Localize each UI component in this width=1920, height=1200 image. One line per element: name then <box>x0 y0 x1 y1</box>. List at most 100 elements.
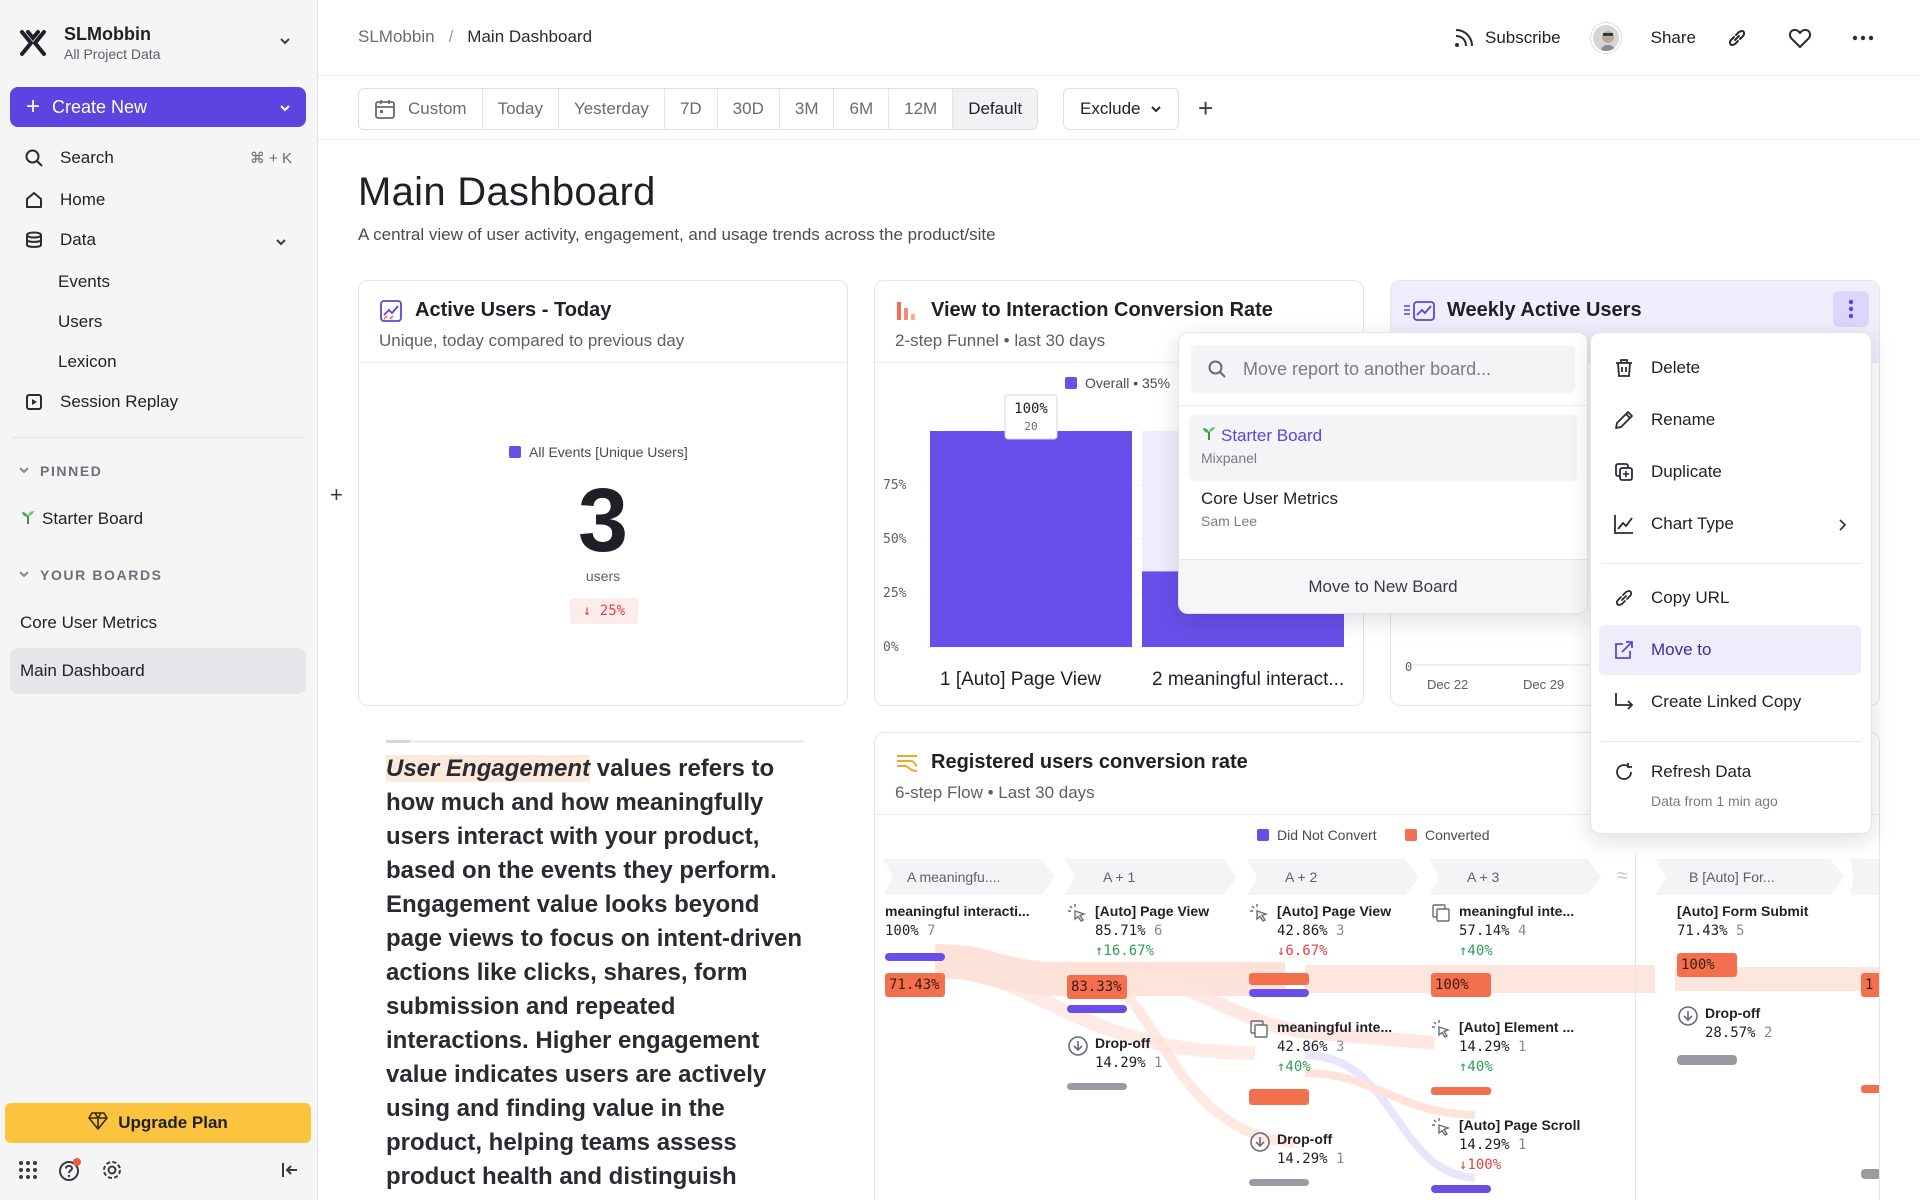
flow-node-dropoff[interactable]: Drop-off 28.57% 2 <box>1677 1003 1772 1043</box>
breadcrumb-workspace[interactable]: SLMobbin <box>358 27 435 46</box>
flow-node[interactable]: [Auto] Page Scroll 14.29% 1 ↓100% <box>1431 1115 1580 1175</box>
sidebar-item-home[interactable]: Home <box>22 182 302 218</box>
range-12m[interactable]: 12M <box>889 89 954 129</box>
node-name: Drop-off <box>1705 1005 1761 1021</box>
workspace-name: SLMobbin <box>64 24 151 44</box>
chart-legend: Overall • 35% <box>1065 375 1170 391</box>
range-7d[interactable]: 7D <box>665 89 718 129</box>
range-today[interactable]: Today <box>483 89 559 129</box>
flow-bar-converted <box>1861 1085 1879 1093</box>
node-name: meaningful interacti... <box>885 903 1030 919</box>
flow-node[interactable]: [Auto] Page View 42.86% 3 ↓6.67% <box>1249 901 1391 961</box>
flow-node-dropoff[interactable]: Drop-off 14.29% 1 <box>1249 1129 1344 1169</box>
conversion-badge: 100% <box>1431 973 1491 997</box>
cursor-click-icon <box>1249 903 1269 928</box>
flow-node[interactable]: meaningful inte... 57.14% 4 ↑40% <box>1431 901 1574 961</box>
flow-collapse-icon[interactable]: ≈ <box>1617 865 1628 887</box>
flow-node[interactable]: [Auto] Page View 85.71% 6 ↑16.67% <box>1067 901 1209 961</box>
board-item-main-dashboard[interactable]: Main Dashboard <box>10 648 306 694</box>
range-6m[interactable]: 6M <box>834 89 890 129</box>
node-pct: 85.71% <box>1095 923 1146 939</box>
range-30d[interactable]: 30D <box>718 89 780 129</box>
sidebar-item-search[interactable]: Search ⌘ + K <box>22 140 302 176</box>
sidebar-item-data[interactable]: Data <box>22 222 302 258</box>
node-count: 4 <box>1518 923 1527 939</box>
workspace-subtitle: All Project Data <box>64 46 161 62</box>
pinned-item-starter-board[interactable]: Starter Board <box>10 496 306 542</box>
add-filter-button[interactable]: + <box>1198 93 1214 123</box>
card-subtitle: 2-step Funnel • last 30 days <box>895 331 1106 350</box>
node-pct: 71.43% <box>1677 923 1728 939</box>
menu-item-duplicate[interactable]: Duplicate <box>1599 447 1861 497</box>
flow-node-dropoff[interactable]: Drop-off 14.29% 1 <box>1067 1033 1162 1073</box>
apps-grid-icon[interactable] <box>14 1156 42 1184</box>
node-name: Drop-off <box>1095 1035 1151 1051</box>
flow-node[interactable]: [Auto] Form Submit 71.43% 5 <box>1677 901 1808 941</box>
metric-delta-badge: ↓ 25% <box>570 598 638 624</box>
your-boards-section-header[interactable]: YOUR BOARDS <box>18 567 163 583</box>
pinned-section-header[interactable]: PINNED <box>18 463 103 479</box>
share-button[interactable]: Share <box>1651 28 1696 48</box>
sidebar-item-users[interactable]: Users <box>58 312 103 331</box>
sidebar-item-lexicon[interactable]: Lexicon <box>58 352 117 371</box>
collapse-sidebar-icon[interactable] <box>276 1156 304 1184</box>
drop-off-icon <box>1249 1131 1271 1158</box>
upgrade-plan-button[interactable]: Upgrade Plan <box>5 1103 311 1143</box>
legend-label: Converted <box>1425 827 1490 843</box>
conversion-badge: 83.33% <box>1067 975 1127 999</box>
text-card[interactable]: User Engagement values refers to how muc… <box>386 752 804 1194</box>
menu-label: Chart Type <box>1651 514 1734 533</box>
range-custom[interactable]: Custom <box>359 89 483 129</box>
menu-item-move-to[interactable]: Move to <box>1599 625 1861 675</box>
filter-bar: Custom Today Yesterday 7D 30D 3M 6M 12M … <box>318 76 1920 140</box>
menu-divider <box>1601 741 1861 742</box>
chevron-down-icon <box>18 463 30 479</box>
board-item-core-user-metrics[interactable]: Core User Metrics <box>10 600 306 646</box>
more-options-button[interactable] <box>1852 35 1884 41</box>
settings-gear-icon[interactable] <box>98 1156 126 1184</box>
refresh-subtitle: Data from 1 min ago <box>1651 793 1778 809</box>
sidebar-item-events[interactable]: Events <box>58 272 110 291</box>
menu-item-delete[interactable]: Delete <box>1599 343 1861 393</box>
subscribe-button[interactable]: Subscribe <box>1453 27 1561 49</box>
node-pct: 42.86% <box>1277 1039 1328 1055</box>
flow-node[interactable]: meaningful interacti... 100% 7 <box>885 901 1030 941</box>
card-registered-users-flow[interactable]: Registered users conversion rate 6-step … <box>874 732 1880 1200</box>
move-target-core-user-metrics[interactable]: Core User Metrics Sam Lee <box>1189 479 1577 545</box>
move-report-search[interactable]: Move report to another board... <box>1191 345 1575 393</box>
help-icon[interactable] <box>56 1156 84 1184</box>
element-copy-icon <box>1431 903 1451 928</box>
card-menu-button[interactable] <box>1833 291 1869 327</box>
flow-column-header: A meaningfu.... <box>883 859 1055 895</box>
external-move-icon <box>1611 637 1637 663</box>
range-3m[interactable]: 3M <box>780 89 835 129</box>
sidebar-item-session-replay[interactable]: Session Replay <box>22 384 302 420</box>
favorite-button[interactable] <box>1788 27 1822 49</box>
card-active-users[interactable]: Active Users - Today Unique, today compa… <box>358 280 848 706</box>
flow-node[interactable]: [Auto] Element ... 14.29% 1 ↑40% <box>1431 1017 1574 1077</box>
upgrade-label: Upgrade Plan <box>118 1113 228 1132</box>
create-new-button[interactable]: + Create New <box>10 87 306 127</box>
node-name: [Auto] Page View <box>1095 903 1210 919</box>
move-to-new-board-button[interactable]: Move to New Board <box>1179 559 1587 613</box>
legend-converted: Converted <box>1405 827 1490 843</box>
menu-item-rename[interactable]: Rename <box>1599 395 1861 445</box>
menu-item-create-linked-copy[interactable]: Create Linked Copy <box>1599 677 1861 727</box>
board-name: Starter Board <box>1201 425 1565 446</box>
flow-bar-dropoff <box>1677 1055 1737 1065</box>
menu-item-refresh-data[interactable]: Refresh Data <box>1599 747 1861 797</box>
range-default[interactable]: Default <box>953 89 1038 129</box>
menu-item-copy-url[interactable]: Copy URL <box>1599 573 1861 623</box>
workspace-switcher[interactable]: SLMobbin All Project Data <box>18 20 300 66</box>
copy-link-button[interactable] <box>1726 27 1758 49</box>
add-row-plus-icon[interactable]: + <box>330 482 343 507</box>
collaborator-avatar[interactable] <box>1590 23 1621 53</box>
menu-item-chart-type[interactable]: Chart Type <box>1599 499 1861 549</box>
node-delta: ↓6.67% <box>1277 943 1328 959</box>
column-label: A + 1 <box>1103 869 1136 885</box>
node-name: [Auto] Page View <box>1277 903 1392 919</box>
exclude-dropdown[interactable]: Exclude <box>1063 88 1180 130</box>
move-target-starter-board[interactable]: Starter Board Mixpanel <box>1189 415 1577 481</box>
range-yesterday[interactable]: Yesterday <box>559 89 665 129</box>
flow-node[interactable]: meaningful inte... 42.86% 3 ↑40% <box>1249 1017 1392 1077</box>
